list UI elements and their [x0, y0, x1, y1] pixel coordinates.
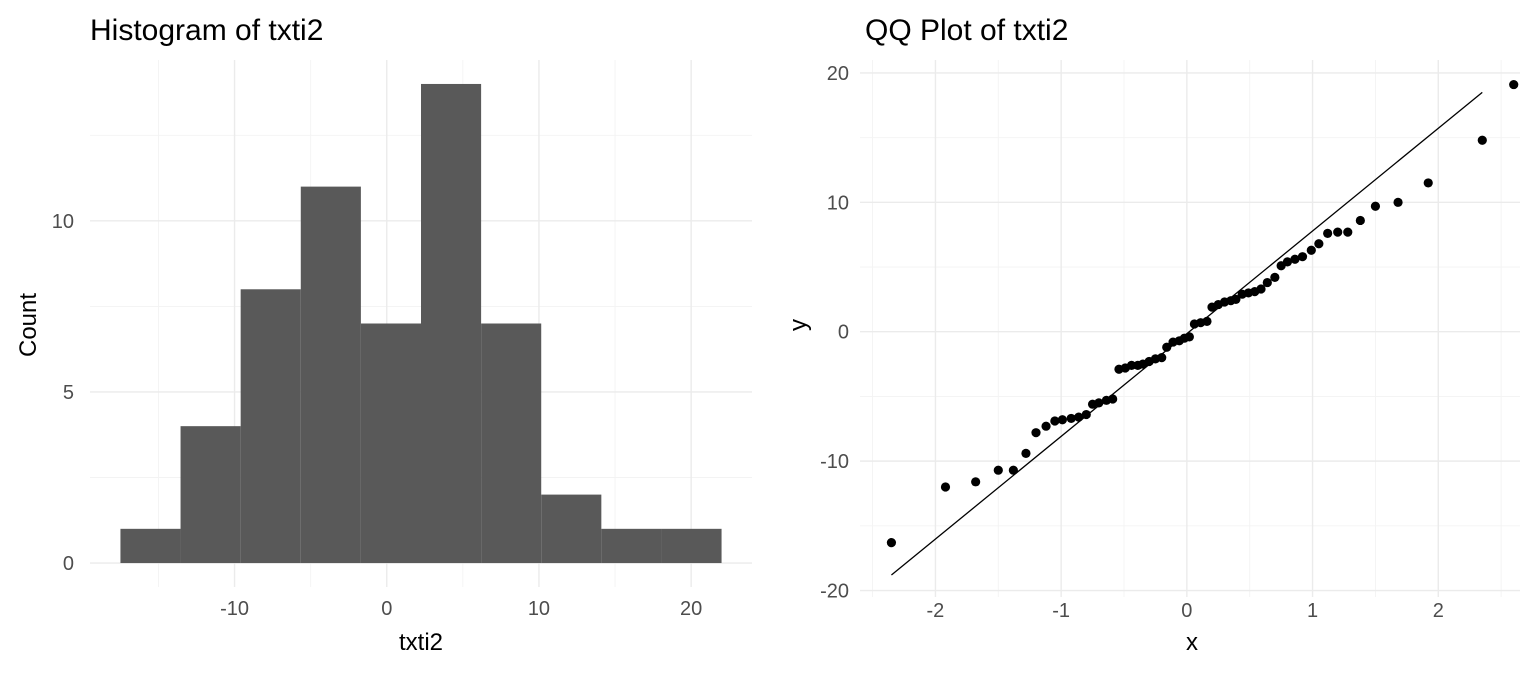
qq-y-tick-label: 10 — [827, 192, 849, 214]
qq-point — [1094, 398, 1104, 408]
qq-point — [1314, 239, 1324, 249]
histogram-bar — [120, 528, 181, 564]
qq-point — [1126, 360, 1137, 370]
qq-point — [1333, 227, 1343, 237]
histogram-bar — [661, 528, 722, 564]
qq-point — [971, 477, 981, 487]
qq-point — [1031, 428, 1041, 438]
qq-point — [1057, 415, 1067, 425]
qq-point — [1041, 421, 1051, 431]
qq-point — [1370, 201, 1381, 211]
qq-point — [1509, 79, 1519, 90]
qq-points — [886, 79, 1519, 548]
histogram-panel: Histogram of txti2 -10 0 10 20 0 5 10 txti2 C… — [15, 14, 752, 656]
qq-y-tick-label: -10 — [820, 451, 849, 473]
qq-point — [993, 465, 1003, 475]
qq-y-axis-title: y — [785, 319, 812, 331]
qq-point — [1108, 394, 1118, 404]
qq-point — [1066, 413, 1076, 424]
qq-point — [1256, 284, 1266, 294]
qq-point — [1184, 332, 1194, 342]
qq-y-tick-label: 0 — [838, 322, 849, 344]
qq-point — [1081, 409, 1091, 420]
qq-x-tick-label: 1 — [1307, 600, 1318, 622]
histogram-x-tick-label: 10 — [528, 598, 550, 620]
histogram-y-axis-title: Count — [15, 293, 42, 357]
qq-point — [1306, 245, 1316, 255]
qq-point — [1355, 215, 1365, 226]
histogram-bar — [300, 186, 361, 564]
qq-point — [886, 538, 897, 548]
qq-point — [1162, 342, 1172, 352]
histogram-x-axis-title: txti2 — [399, 629, 443, 656]
qq-point — [1231, 294, 1241, 304]
qq-y-tick-label: -20 — [820, 581, 849, 603]
qq-point — [1270, 272, 1280, 282]
qq-point — [1021, 448, 1031, 458]
histogram-bar — [360, 323, 421, 564]
histogram-title: Histogram of txti2 — [90, 14, 323, 47]
histogram-bar — [601, 528, 662, 564]
histogram-bar — [240, 289, 301, 564]
qq-point — [1477, 135, 1487, 145]
qq-point — [1074, 412, 1084, 422]
histogram-y-tick-label: 10 — [52, 211, 74, 233]
qq-plot-grid — [860, 60, 1520, 597]
histogram-x-tick-label: 20 — [680, 598, 702, 620]
qq-point — [1262, 277, 1272, 288]
qq-point — [1297, 252, 1308, 262]
qq-point — [1423, 178, 1433, 188]
qq-point — [1282, 257, 1293, 267]
qq-x-tick-label: 2 — [1433, 600, 1444, 622]
histogram-bar — [541, 494, 602, 564]
histogram-bar — [180, 426, 241, 564]
histogram-bar — [481, 323, 542, 564]
histogram-x-ticks: -10 0 10 20 — [220, 598, 702, 620]
qq-point — [1323, 228, 1333, 238]
qq-point — [1050, 416, 1060, 426]
qq-point — [1202, 316, 1212, 326]
qq-x-axis-title: x — [1186, 629, 1198, 656]
histogram-y-tick-label: 5 — [63, 382, 74, 404]
qq-point — [1393, 197, 1403, 207]
histogram-x-tick-label: -10 — [220, 598, 249, 620]
qq-y-ticks: -20 -10 0 10 20 — [820, 63, 849, 603]
qq-point — [940, 482, 951, 492]
histogram-y-tick-label: 0 — [63, 553, 74, 575]
qq-y-tick-label: 20 — [827, 63, 849, 85]
histogram-bars — [120, 83, 722, 564]
histogram-y-ticks: 0 5 10 — [52, 211, 74, 575]
qq-x-tick-label: -1 — [1052, 600, 1070, 622]
histogram-bar — [421, 83, 482, 564]
qq-point — [1157, 353, 1167, 363]
histogram-x-tick-label: 0 — [381, 598, 392, 620]
qq-point — [1343, 227, 1353, 237]
qq-point — [1290, 254, 1300, 264]
qq-x-tick-label: 0 — [1181, 600, 1192, 622]
qq-plot-title: QQ Plot of txti2 — [865, 14, 1068, 47]
qq-x-ticks: -2 -1 0 1 2 — [927, 600, 1444, 622]
qq-x-tick-label: -2 — [927, 600, 945, 622]
qq-point — [1008, 465, 1018, 475]
